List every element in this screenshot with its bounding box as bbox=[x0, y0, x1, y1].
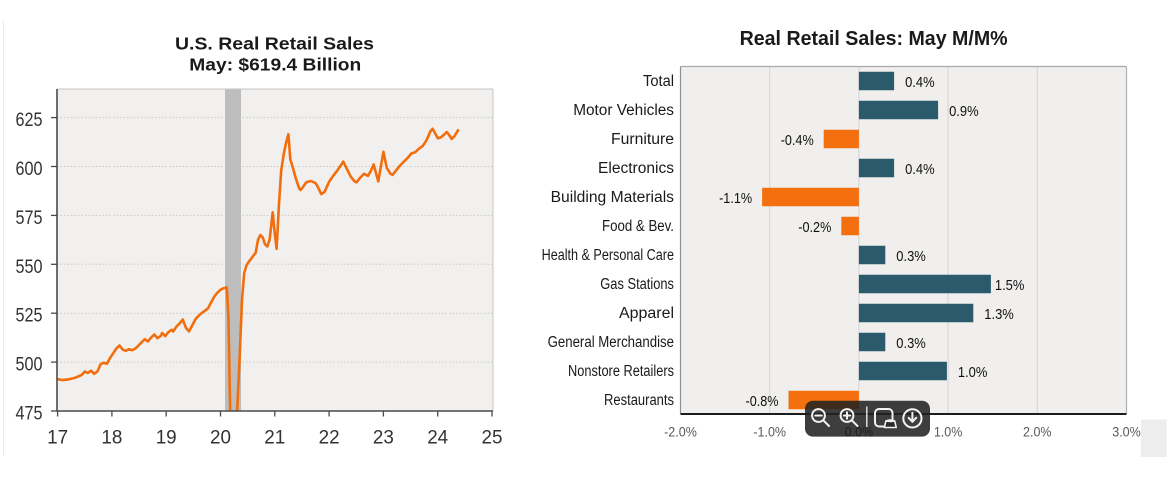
svg-text:U.S. Real Retail Sales: U.S. Real Retail Sales bbox=[175, 33, 374, 53]
svg-text:23: 23 bbox=[373, 427, 394, 448]
svg-text:2.0%: 2.0% bbox=[1023, 425, 1052, 440]
svg-text:20: 20 bbox=[210, 427, 231, 448]
svg-text:22: 22 bbox=[319, 427, 340, 448]
svg-text:0.4%: 0.4% bbox=[905, 161, 935, 178]
svg-text:Real Retail Sales: May M/M%: Real Retail Sales: May M/M% bbox=[740, 28, 1008, 50]
svg-text:0.3%: 0.3% bbox=[896, 335, 926, 352]
svg-text:0.3%: 0.3% bbox=[896, 248, 926, 265]
svg-text:21: 21 bbox=[264, 427, 285, 448]
svg-text:Electronics: Electronics bbox=[598, 160, 674, 177]
svg-text:Gas Stations: Gas Stations bbox=[600, 276, 674, 293]
svg-text:625: 625 bbox=[16, 110, 43, 131]
svg-text:Food & Bev.: Food & Bev. bbox=[602, 218, 674, 235]
svg-text:General Merchandise: General Merchandise bbox=[548, 334, 674, 351]
svg-text:Nonstore Retailers: Nonstore Retailers bbox=[568, 363, 674, 380]
svg-text:475: 475 bbox=[16, 404, 43, 425]
svg-text:575: 575 bbox=[16, 208, 43, 229]
svg-text:Building Materials: Building Materials bbox=[551, 189, 675, 206]
svg-text:24: 24 bbox=[427, 427, 448, 448]
svg-text:1.3%: 1.3% bbox=[984, 306, 1014, 323]
svg-text:0.9%: 0.9% bbox=[949, 103, 979, 120]
svg-text:Furniture: Furniture bbox=[611, 131, 674, 148]
svg-text:-1.1%: -1.1% bbox=[719, 190, 752, 207]
svg-text:Health & Personal Care: Health & Personal Care bbox=[542, 247, 674, 264]
svg-text:-0.8%: -0.8% bbox=[746, 393, 779, 410]
svg-text:0.4%: 0.4% bbox=[905, 74, 935, 91]
svg-text:1.5%: 1.5% bbox=[995, 277, 1025, 294]
svg-text:500: 500 bbox=[16, 355, 43, 376]
svg-text:1.0%: 1.0% bbox=[958, 364, 988, 381]
svg-text:17: 17 bbox=[47, 427, 68, 448]
svg-text:Total: Total bbox=[643, 73, 674, 90]
svg-text:Apparel: Apparel bbox=[619, 305, 674, 322]
svg-text:May: $619.4 Billion: May: $619.4 Billion bbox=[189, 55, 361, 75]
svg-text:550: 550 bbox=[16, 257, 43, 278]
svg-text:18: 18 bbox=[101, 427, 122, 448]
svg-text:600: 600 bbox=[16, 159, 43, 180]
svg-text:19: 19 bbox=[156, 427, 177, 448]
svg-text:25: 25 bbox=[482, 427, 503, 448]
svg-text:3.0%: 3.0% bbox=[1112, 425, 1141, 440]
svg-text:525: 525 bbox=[16, 306, 43, 327]
svg-text:-0.2%: -0.2% bbox=[798, 219, 831, 236]
svg-text:-1.0%: -1.0% bbox=[753, 425, 786, 440]
svg-text:Motor Vehicles: Motor Vehicles bbox=[573, 102, 674, 119]
svg-text:1.0%: 1.0% bbox=[934, 425, 963, 440]
svg-text:-2.0%: -2.0% bbox=[664, 425, 697, 440]
svg-text:Restaurants: Restaurants bbox=[604, 392, 674, 409]
svg-text:-0.4%: -0.4% bbox=[781, 132, 814, 149]
